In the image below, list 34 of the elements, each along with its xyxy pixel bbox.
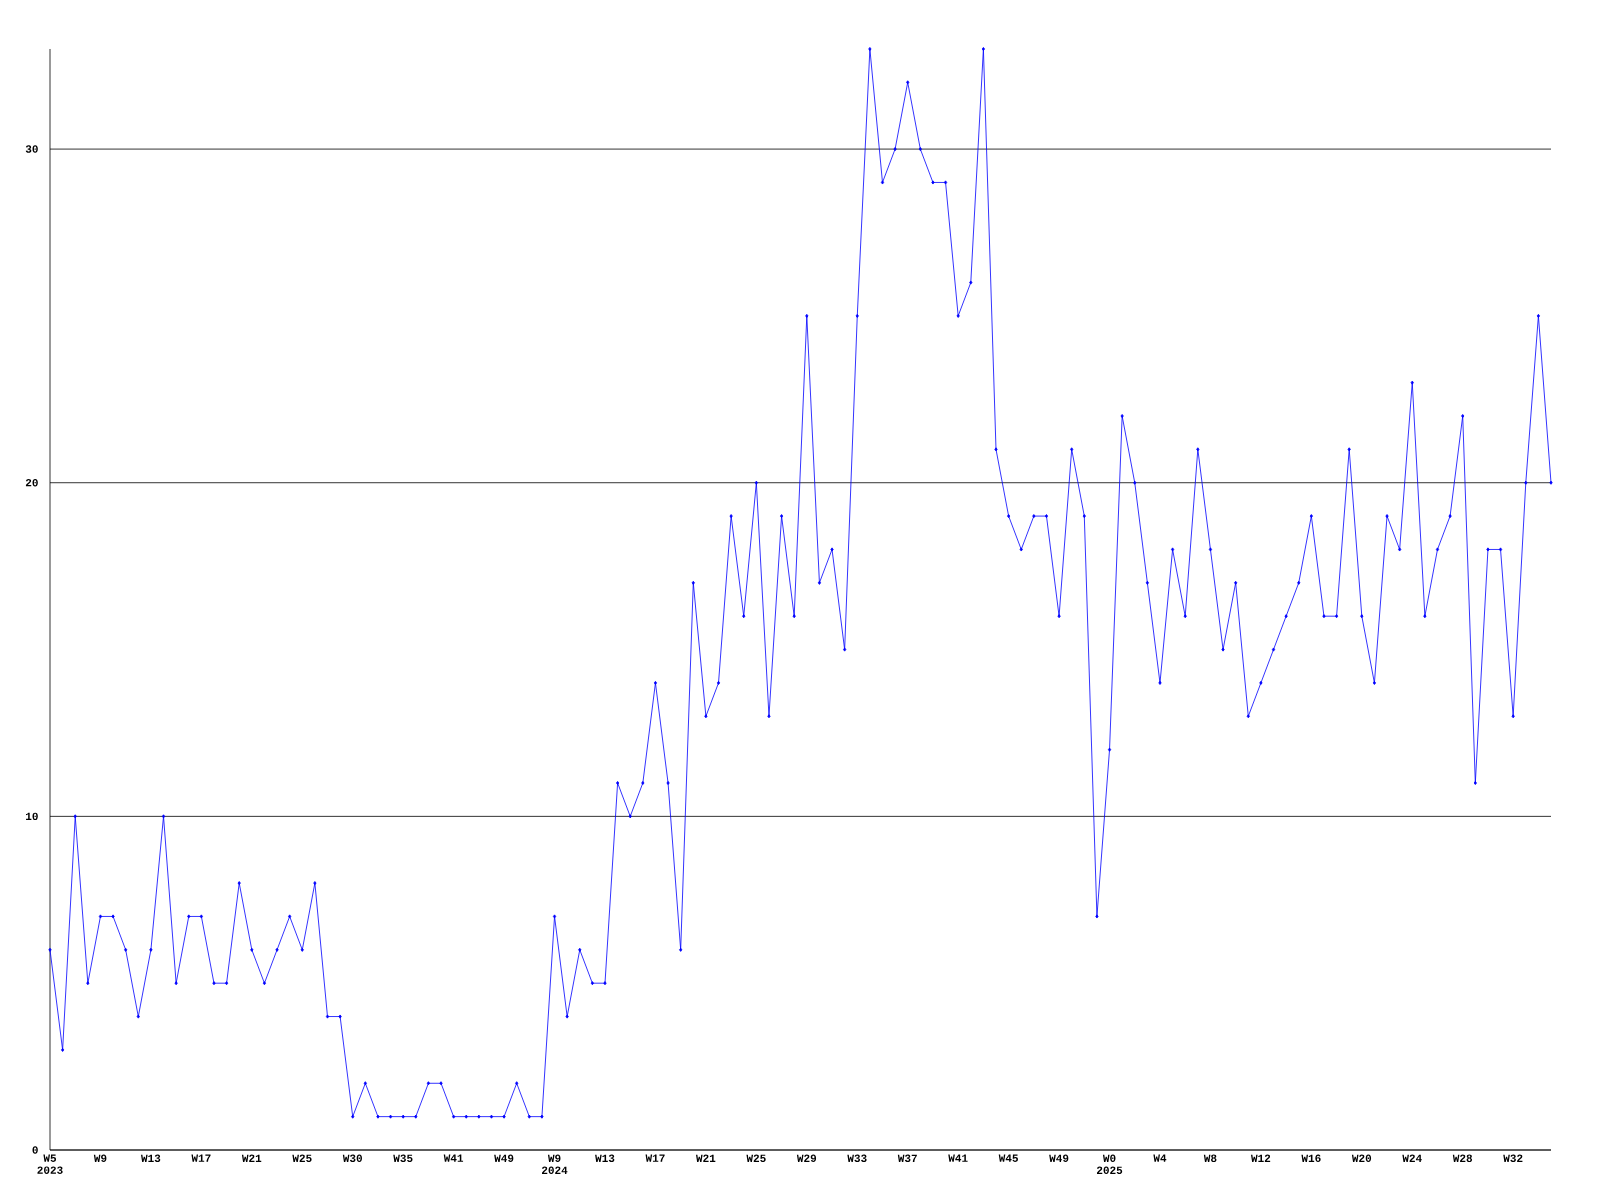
x-tick-label: W30: [342, 1154, 362, 1163]
x-tick-label: W5 2023: [37, 1154, 63, 1174]
x-tick-label: W49: [494, 1154, 514, 1162]
x-tick-label: W41: [948, 1154, 968, 1162]
x-tick-label: W25: [746, 1154, 766, 1162]
x-tick-label: W0 2025: [1096, 1154, 1123, 1174]
x-tick-label: W16: [1301, 1154, 1321, 1162]
x-tick-label: W21: [241, 1154, 262, 1162]
x-tick-label: W45: [998, 1154, 1018, 1162]
x-tick-label: W21: [696, 1154, 716, 1162]
x-tick-label: W32: [1503, 1154, 1523, 1163]
y-tick-label: 30: [25, 145, 38, 153]
x-tick-label: W41: [443, 1154, 464, 1162]
x-tick-label: W9: [93, 1154, 107, 1162]
x-tick-label: W12: [1251, 1154, 1271, 1162]
y-tick-label: 0: [32, 1146, 38, 1154]
x-tick-label: W17: [645, 1154, 665, 1162]
x-tick-label: W13: [595, 1154, 615, 1163]
x-tick-label: W35: [393, 1154, 413, 1163]
x-tick-label: W8: [1203, 1154, 1217, 1162]
x-tick-label: W9 2024: [542, 1154, 568, 1174]
x-tick-label: W28: [1452, 1154, 1473, 1162]
y-tick-label: 20: [25, 479, 38, 487]
x-tick-label: W17: [191, 1154, 211, 1162]
x-tick-label: W20: [1351, 1154, 1372, 1162]
x-tick-label: W49: [1049, 1154, 1069, 1162]
x-tick-label: W4: [1153, 1154, 1167, 1162]
x-tick-label: W24: [1402, 1154, 1422, 1162]
x-tick-label: W37: [897, 1154, 917, 1163]
x-tick-label: W33: [847, 1154, 867, 1163]
y-tick-label: 10: [26, 812, 38, 821]
x-tick-label: W13: [141, 1154, 161, 1163]
x-tick-label: W25: [292, 1154, 312, 1162]
x-tick-label: W29: [796, 1154, 817, 1162]
